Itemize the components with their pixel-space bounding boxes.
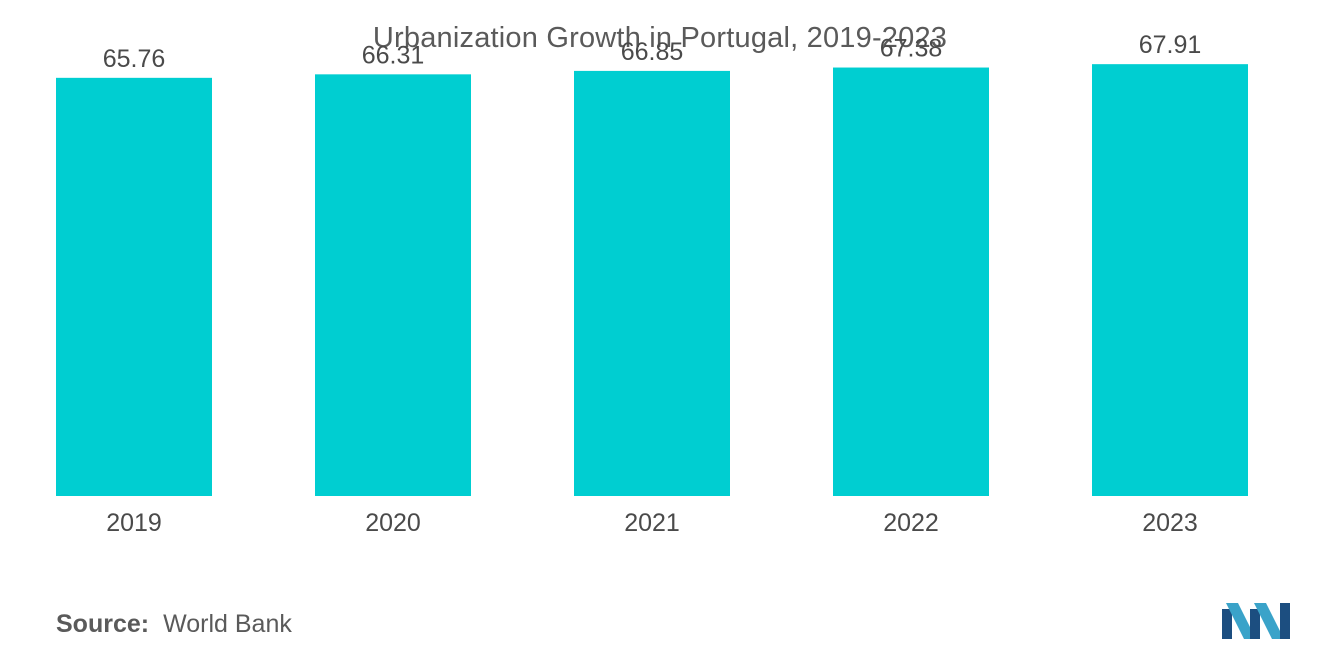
bar-2023 bbox=[1092, 64, 1248, 496]
bar-2020 bbox=[315, 74, 471, 496]
x-tick-2023: 2023 bbox=[1142, 509, 1198, 537]
bar-2022 bbox=[833, 67, 989, 496]
data-label-2021: 66.85 bbox=[621, 38, 684, 66]
mordor-intelligence-logo bbox=[1222, 603, 1290, 639]
logo-left-diagonal bbox=[1226, 603, 1256, 639]
chart-title: Urbanization Growth in Portugal, 2019-20… bbox=[372, 22, 948, 54]
source-note: Source: World Bank bbox=[56, 610, 292, 639]
logo-middle-stroke bbox=[1250, 609, 1260, 639]
x-tick-2022: 2022 bbox=[883, 509, 939, 537]
x-tick-2021: 2021 bbox=[624, 509, 680, 537]
x-tick-2020: 2020 bbox=[365, 509, 421, 537]
bar-2021 bbox=[574, 70, 730, 497]
source-label: Source: bbox=[56, 610, 150, 638]
logo-right-diagonal bbox=[1254, 603, 1284, 639]
data-label-2020: 66.31 bbox=[362, 41, 425, 69]
logo-right-stroke bbox=[1280, 603, 1290, 639]
x-tick-2019: 2019 bbox=[106, 509, 162, 537]
source-value: World Bank bbox=[163, 610, 292, 638]
logo-left-stroke bbox=[1222, 609, 1232, 639]
data-label-2022: 67.38 bbox=[880, 35, 943, 63]
data-label-2019: 65.76 bbox=[103, 45, 166, 73]
bar-2019 bbox=[56, 77, 212, 496]
data-label-2023: 67.91 bbox=[1139, 31, 1202, 59]
